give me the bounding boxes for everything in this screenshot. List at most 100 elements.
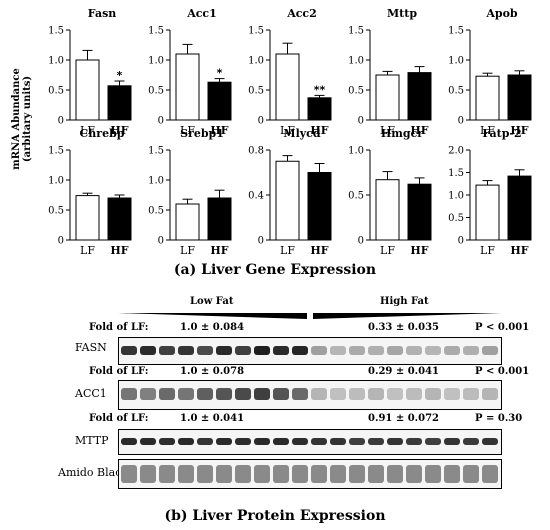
fold-label: Fold of LF: [89,413,149,424]
blot-band [253,346,270,355]
y-tick-label: 0.5 [48,206,64,217]
x-tick-label: HF [110,124,128,137]
blot-band [424,438,441,445]
panel-acc2: Acc2 0 0.5 1.0 1.5 LF ** HF [248,7,332,137]
y-tick-label: 1.5 [48,26,64,37]
blot-band [310,438,327,445]
blot-band [120,438,137,445]
blot-band [196,438,213,445]
chart-title: Hmgcr [381,127,423,140]
y-tick-label: 1.0 [148,56,164,67]
blot-band [367,346,384,355]
fold-label: Fold of LF: [89,322,149,333]
panel-mttp: Mttp 0 0.5 1.0 1.5 LF HF [348,7,432,137]
blot-band [348,438,365,445]
blot-band [405,346,422,355]
chart-title: Fasn [88,7,117,20]
chart-title: Acc2 [286,7,317,20]
blot-band [215,465,232,483]
blot-band [120,388,137,400]
chart-title: Acc1 [186,7,217,20]
blot-band [177,438,194,445]
protein-label-mttp: MTTP [75,434,109,447]
blot-band [139,346,156,355]
y-tick-label: 0 [258,236,264,247]
blot-band [405,388,422,400]
blot-band [234,388,251,400]
blot-band [462,388,479,400]
blot-band [481,346,498,355]
panel-acc1: Acc1 0 0.5 1.0 1.5 LF * HF [148,7,232,137]
blot-mttp [118,429,502,455]
blot-band [329,346,346,355]
blot-band [367,438,384,445]
y-tick-label: 1.5 [448,26,464,37]
panel-srebp1: Srebp1 0 0.5 1.0 1.5 LF HF [148,127,232,257]
blot-band [424,388,441,400]
blot-band [462,465,479,483]
significance-marker: ** [314,83,326,96]
blot-fasn [118,337,502,365]
y-tick-label: 0 [158,236,164,247]
significance-marker: * [117,69,123,82]
mttp-hf-fold: 0.91 ± 0.072 [368,413,440,424]
chart-title: Fatp-2 [482,127,521,140]
y-tick-label: 1.0 [448,56,464,67]
group-brackets [118,313,502,319]
y-tick-label: 1.5 [448,168,464,179]
fold-label: Fold of LF: [89,366,149,377]
y-tick-label: 0.5 [148,206,164,217]
blot-band [158,346,175,355]
panel-fatp-2: Fatp-2 0 0.5 1.0 1.5 2.0 LF HF [448,127,532,257]
y-tick-label: 1.0 [148,176,164,187]
blot-band [443,438,460,445]
mttp-lf-fold: 1.0 ± 0.041 [180,413,245,424]
blot-band [177,346,194,355]
blot-band [272,346,289,355]
blot-band [234,438,251,445]
blot-band [158,388,175,400]
blot-band [177,465,194,483]
blot-band [139,438,156,445]
y-tick-label: 2.0 [448,146,464,157]
panel-apob: Apob 0 0.5 1.0 1.5 LF HF [448,7,532,137]
x-tick-label: LF [380,124,395,137]
blot-band [329,388,346,400]
blot-band [367,465,384,483]
y-tick-label: 0.4 [248,191,264,202]
blot-band [405,438,422,445]
x-tick-label: HF [410,244,428,257]
blot-band [234,346,251,355]
y-tick-label: 1.0 [448,191,464,202]
blot-band [291,388,308,400]
panel-fasn: Fasn 0 0.5 1.0 1.5 LF * HF [48,7,132,137]
panel-hmgcr: Hmgcr 0 0.5 1.0 LF HF [348,127,432,257]
blot-band [424,346,441,355]
fasn-p-value: P < 0.001 [475,322,530,333]
blot-band [386,346,403,355]
blot-acc1 [118,380,502,410]
caption-liver-gene-expression: (a) Liver Gene Expression [173,262,377,278]
x-tick-label: LF [480,244,495,257]
y-tick-label: 1.0 [348,146,364,157]
blot-band [196,346,213,355]
y-tick-label: 0 [458,116,464,127]
acc1-p-value: P < 0.001 [475,366,530,377]
y-tick-label: 0.5 [448,213,464,224]
protein-label-fasn: FASN [75,341,107,354]
x-tick-label: HF [210,244,228,257]
y-tick-label: 1.5 [48,146,64,157]
y-tick-label: 1.0 [48,176,64,187]
y-tick-label: 0.5 [348,191,364,202]
blot-band [253,465,270,483]
blot-band [120,346,137,355]
x-tick-label: LF [180,124,195,137]
blot-band [158,438,175,445]
panel-chrebp: Chrebp 0 0.5 1.0 1.5 LF HF [48,127,132,257]
blot-band [405,465,422,483]
x-tick-label: LF [180,244,195,257]
panel-mlycd: Mlycd 0 0.4 0.8 LF HF [248,127,332,257]
blot-band [443,346,460,355]
significance-marker: * [217,67,223,80]
